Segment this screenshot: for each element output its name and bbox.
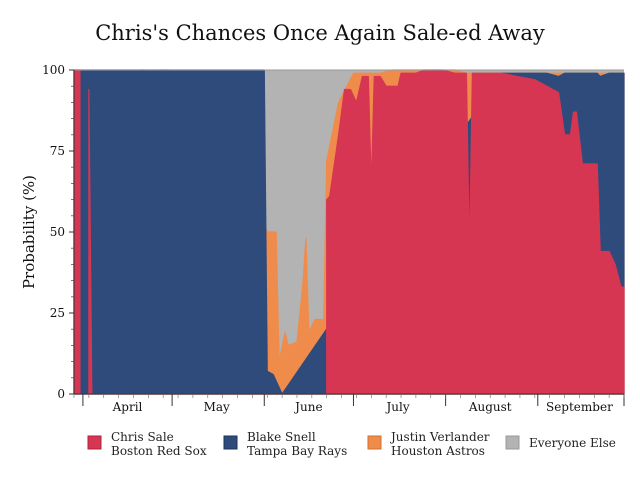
y-tick-label: 50: [50, 225, 65, 239]
plot-area: [73, 69, 625, 395]
y-axis-label: Probability (%): [20, 175, 38, 289]
y-tick-label: 75: [50, 144, 65, 158]
y-axis: 0 25 50 75 100: [42, 63, 75, 401]
legend-label: Chris Sale: [111, 430, 174, 444]
x-axis: April May June July August September: [73, 393, 625, 414]
x-month-label: August: [468, 400, 512, 414]
legend-label: Blake Snell: [247, 430, 316, 444]
legend-team-label: Houston Astros: [391, 444, 485, 458]
legend-swatch: [223, 435, 238, 450]
y-tick-label: 25: [50, 306, 65, 320]
legend-swatch: [367, 435, 382, 450]
chart-title: Chris's Chances Once Again Sale-ed Away: [95, 21, 545, 45]
y-tick-label: 100: [42, 63, 65, 77]
legend-swatch: [505, 435, 520, 450]
x-month-label: May: [204, 400, 230, 414]
legend-label: Justin Verlander: [389, 430, 490, 444]
y-tick-label: 0: [57, 387, 65, 401]
x-month-label: June: [293, 400, 322, 414]
x-month-label: September: [546, 400, 613, 414]
legend-swatch: [87, 435, 102, 450]
x-month-label: July: [384, 400, 409, 414]
legend-team-label: Tampa Bay Rays: [247, 444, 347, 458]
x-month-label: April: [112, 400, 143, 414]
legend-team-label: Boston Red Sox: [111, 444, 207, 458]
legend-label: Everyone Else: [529, 436, 616, 450]
legend-item: Everyone Else: [505, 435, 616, 450]
